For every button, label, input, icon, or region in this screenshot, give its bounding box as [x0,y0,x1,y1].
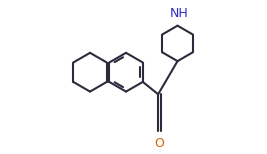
Text: NH: NH [170,7,189,20]
Text: O: O [154,137,164,150]
